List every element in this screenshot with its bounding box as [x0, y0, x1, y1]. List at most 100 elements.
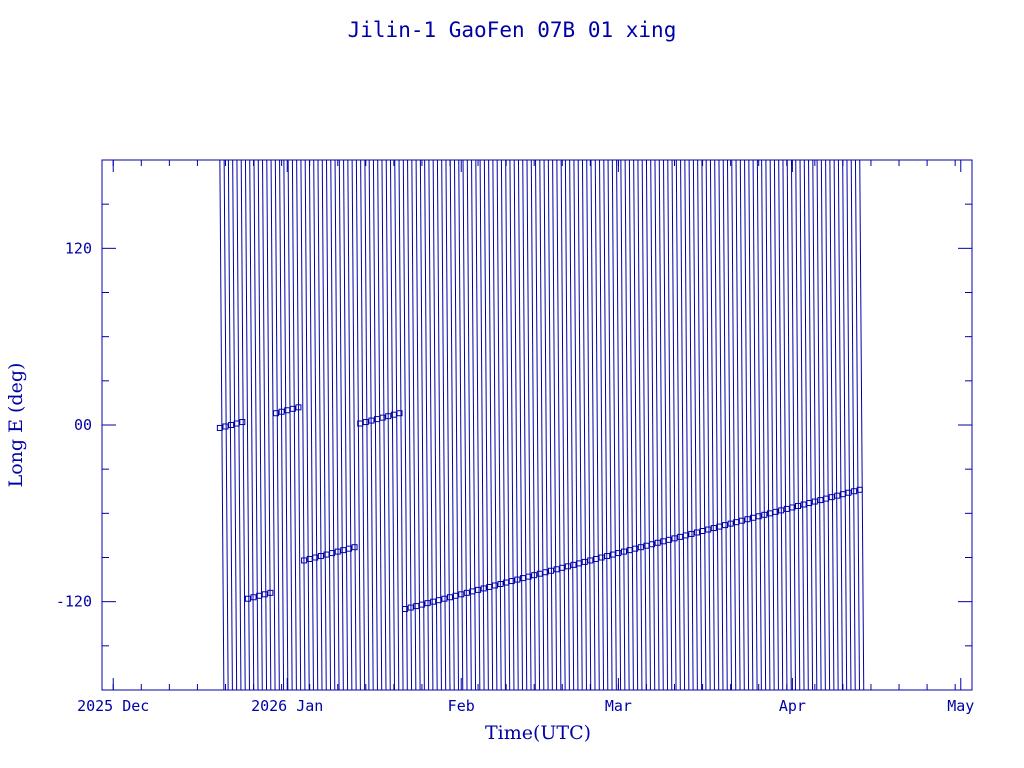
- orbit-trace: [692, 159, 698, 691]
- orbit-trace: [522, 159, 528, 691]
- data-point: [839, 491, 846, 498]
- x-axis-ticks: 2025 Dec 2026 Jan Feb Mar Apr May: [77, 160, 974, 715]
- orbit-trace: [786, 159, 792, 691]
- orbit-trace: [564, 159, 570, 691]
- orbit-trace: [390, 159, 396, 691]
- data-point: [216, 424, 223, 431]
- orbit-trace: [765, 159, 771, 691]
- data-point: [244, 595, 251, 602]
- orbit-trace: [262, 159, 268, 691]
- orbit-trace: [436, 159, 442, 691]
- orbit-trace: [795, 159, 801, 691]
- orbit-trace: [812, 159, 818, 691]
- x-tick-label: Apr: [779, 697, 806, 715]
- data-point: [722, 522, 729, 529]
- orbit-trace: [347, 159, 353, 691]
- data-point: [469, 588, 476, 595]
- data-point: [789, 504, 796, 511]
- data-point: [345, 545, 352, 552]
- data-point: [301, 557, 308, 564]
- data-point: [289, 405, 296, 412]
- orbit-trace: [581, 159, 587, 691]
- orbit-trace: [628, 159, 634, 691]
- data-point: [351, 544, 358, 551]
- data-point: [491, 582, 498, 589]
- data-point: [693, 529, 700, 536]
- orbit-trace: [846, 159, 852, 691]
- y-tick-label: 120: [65, 239, 92, 257]
- data-point: [368, 417, 375, 424]
- data-point: [677, 533, 684, 540]
- orbit-trace: [727, 159, 733, 691]
- orbit-trace: [385, 159, 391, 691]
- orbit-trace: [343, 159, 349, 691]
- data-point: [357, 420, 364, 427]
- x-tick-label: 2026 Jan: [251, 697, 323, 715]
- orbit-trace: [304, 159, 310, 691]
- orbit-trace: [731, 159, 737, 691]
- orbit-trace: [705, 159, 711, 691]
- data-point: [306, 555, 313, 562]
- data-point: [390, 411, 397, 418]
- orbit-trace: [701, 159, 707, 691]
- data-point: [800, 501, 807, 508]
- data-point: [750, 514, 757, 521]
- data-point: [851, 488, 858, 495]
- orbit-trace: [859, 159, 865, 691]
- orbit-trace: [543, 159, 549, 691]
- orbit-trace: [257, 159, 263, 691]
- data-point: [362, 419, 369, 426]
- data-point: [806, 500, 813, 507]
- orbit-trace: [283, 159, 289, 691]
- orbit-trace: [317, 159, 323, 691]
- data-point: [733, 519, 740, 526]
- orbit-trace: [599, 159, 605, 691]
- data-point: [615, 550, 622, 557]
- data-point: [665, 536, 672, 543]
- orbit-trace: [517, 159, 523, 691]
- data-point: [649, 541, 656, 548]
- data-point: [480, 585, 487, 592]
- orbit-trace: [479, 159, 485, 691]
- orbit-trace: [761, 159, 767, 691]
- orbit-trace: [471, 159, 477, 691]
- orbit-trace: [752, 159, 758, 691]
- orbit-trace: [620, 159, 626, 691]
- orbit-trace: [803, 159, 809, 691]
- orbit-trace: [424, 159, 430, 691]
- orbit-trace: [773, 159, 779, 691]
- x-tick-label: Feb: [448, 697, 475, 715]
- data-point: [643, 542, 650, 549]
- orbit-trace: [790, 159, 796, 691]
- orbit-trace: [291, 159, 297, 691]
- orbit-trace: [842, 159, 848, 691]
- orbit-trace: [744, 159, 750, 691]
- orbit-trace: [326, 159, 332, 691]
- data-point: [312, 554, 319, 561]
- orbit-trace: [513, 159, 519, 691]
- orbit-trace: [552, 159, 558, 691]
- data-point: [727, 520, 734, 527]
- orbit-trace: [453, 159, 459, 691]
- orbit-trace: [654, 159, 660, 691]
- data-point: [553, 566, 560, 573]
- data-point: [452, 592, 459, 599]
- data-point: [379, 414, 386, 421]
- orbit-trace: [368, 159, 374, 691]
- data-point: [228, 422, 235, 428]
- y-tick-label: 00: [74, 416, 92, 434]
- data-point: [637, 544, 644, 551]
- orbit-trace: [530, 159, 536, 691]
- orbit-trace: [308, 159, 314, 691]
- data-point: [402, 606, 409, 613]
- orbit-trace: [854, 159, 860, 691]
- orbit-trace: [837, 159, 843, 691]
- orbit-trace: [428, 159, 434, 691]
- orbit-trace: [300, 159, 306, 691]
- data-point: [508, 578, 515, 585]
- orbit-trace: [577, 159, 583, 691]
- orbit-trace: [496, 159, 502, 691]
- orbit-trace: [351, 159, 357, 691]
- orbit-trace: [850, 159, 856, 691]
- orbit-trace: [287, 159, 293, 691]
